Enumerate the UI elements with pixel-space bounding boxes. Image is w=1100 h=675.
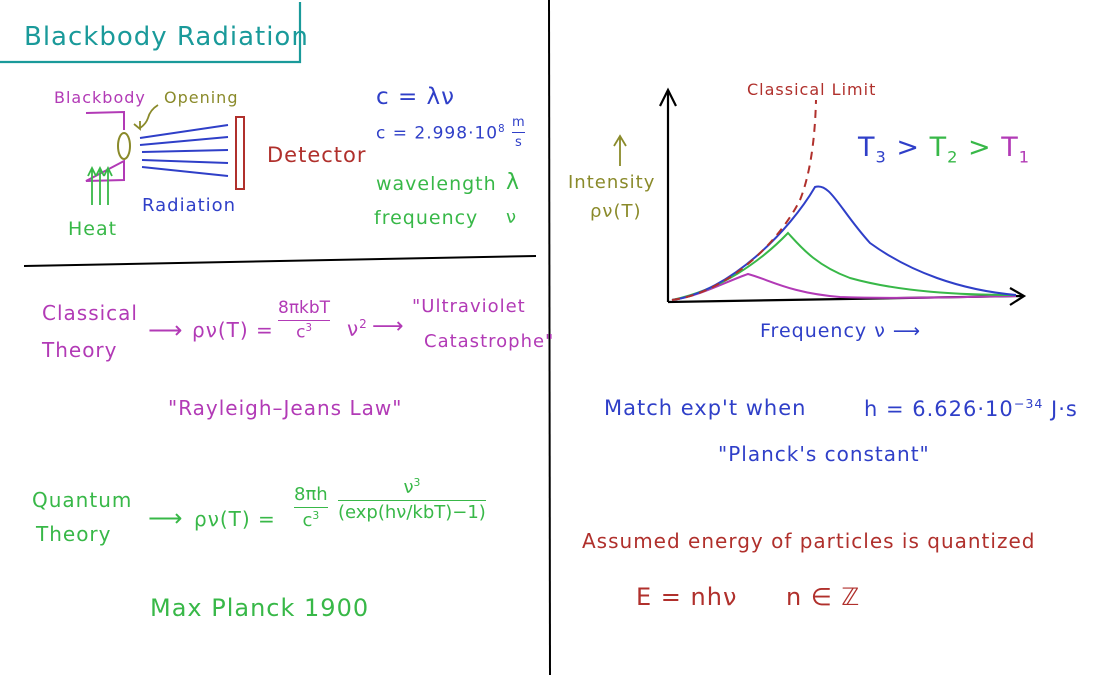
t2-subscript: 2	[947, 147, 959, 167]
quantum-fraction-1: 8πh c3	[294, 486, 328, 530]
energy-equation: E = nhν	[636, 583, 738, 611]
vertical-divider	[548, 0, 551, 675]
wave-equation: c = λν	[376, 84, 455, 110]
spectrum-graph	[613, 87, 1027, 306]
unit-numerator: m	[512, 115, 525, 130]
frequency-label: frequency	[374, 207, 479, 229]
quantum-denominator-1-exp: 3	[312, 509, 320, 522]
t3-symbol: T	[858, 132, 876, 163]
blackbody-label: Blackbody	[54, 88, 146, 107]
quantization-statement: Assumed energy of particles is quantized	[582, 529, 1036, 553]
t1-subscript: 1	[1018, 147, 1031, 167]
quantum-arrow: ⟶	[148, 504, 184, 532]
t1-symbol: T	[1001, 132, 1019, 163]
detector-plate	[235, 116, 245, 190]
quantum-denominator-1: c3	[294, 509, 328, 531]
rayleigh-jeans-label: "Rayleigh–Jeans Law"	[168, 396, 403, 420]
unit-denominator: s	[514, 135, 522, 150]
y-axis-arrowhead	[659, 87, 677, 107]
wavelength-symbol: λ	[506, 170, 521, 195]
quantum-numerator-1: 8πh	[294, 484, 328, 505]
quantum-denominator-1-base: c	[302, 510, 313, 531]
classical-factor-base: ν	[347, 316, 360, 341]
catastrophe-label: Catastrophe"	[424, 331, 555, 352]
classical-arrow: ⟶	[148, 316, 184, 344]
quantum-denominator-2: (exp(hν/kbT)−1)	[338, 502, 486, 523]
speed-of-light: c = 2.998·108	[376, 123, 506, 144]
radiation-label: Radiation	[142, 195, 237, 216]
planck-value-exponent: −34	[1013, 396, 1044, 411]
curve-t2	[671, 231, 1017, 301]
heat-arrows	[87, 165, 113, 205]
planck-constant-value: h = 6.626·10−34 J·s	[864, 396, 1078, 421]
speed-of-light-value: c = 2.998·10	[376, 123, 499, 144]
detector-label: Detector	[267, 143, 367, 167]
title-frame	[0, 2, 302, 64]
horizontal-divider	[23, 255, 537, 267]
y-axis-symbol: ρν(T)	[590, 201, 642, 222]
x-axis-label: Frequency ν ⟶	[760, 320, 922, 342]
frequency-symbol: ν	[506, 207, 518, 228]
y-axis-label: Intensity	[568, 172, 656, 193]
classical-factor-exp: 2	[359, 317, 368, 331]
opening-ellipse	[117, 132, 131, 160]
heat-label: Heat	[68, 218, 118, 240]
curve-t3	[671, 185, 1017, 301]
quantum-lhs: ρν(T) =	[194, 507, 276, 531]
quantum-numerator-2-base: ν	[403, 477, 414, 498]
x-axis-arrowhead	[1009, 287, 1027, 306]
curve-t1	[671, 272, 1017, 301]
quantum-fraction-2: ν3 (exp(hν/kbT)−1)	[338, 476, 486, 523]
quantum-label-2: Theory	[36, 522, 112, 546]
classical-numerator: 8πkbT	[278, 298, 331, 318]
classical-factor: ν2	[347, 318, 368, 339]
classical-label-1: Classical	[42, 301, 138, 325]
t3-subscript: 3	[875, 147, 887, 167]
temperature-order: T3 > T2 > T1	[858, 134, 1030, 166]
classical-limit-label: Classical Limit	[747, 80, 877, 99]
speed-of-light-exponent: 8	[498, 124, 506, 135]
planck-constant-name: "Planck's constant"	[718, 442, 930, 466]
gt-sign-1: >	[896, 132, 921, 163]
opening-pointer-arrow	[133, 104, 159, 131]
classical-denominator-base: c	[296, 322, 306, 343]
classical-label-2: Theory	[42, 338, 118, 362]
planck-value-prefix: h = 6.626·10	[864, 397, 1014, 421]
quantum-numerator-2: ν3	[338, 476, 486, 498]
curve-classical-limit	[671, 99, 817, 301]
n-domain: n ∈ ℤ	[786, 583, 861, 611]
opening-label: Opening	[164, 88, 239, 107]
match-experiment-text: Match exp't when	[604, 396, 807, 420]
speed-of-light-unit: m s	[512, 116, 525, 149]
intensity-up-arrow	[613, 134, 627, 166]
t2-symbol: T	[929, 132, 948, 163]
classical-fraction: 8πkbT c3	[278, 298, 331, 343]
classical-lhs: ρν(T) =	[192, 318, 274, 342]
radiation-lines	[139, 124, 229, 177]
gt-sign-2: >	[968, 132, 992, 163]
ultraviolet-label: "Ultraviolet	[412, 296, 526, 317]
max-planck-label: Max Planck 1900	[150, 594, 370, 622]
page-title: Blackbody Radiation	[24, 22, 309, 52]
quantum-label-1: Quantum	[32, 488, 133, 512]
planck-unit: J·s	[1051, 397, 1078, 421]
quantum-numerator-2-exp: 3	[413, 476, 421, 489]
classical-arrow-2: ⟶	[372, 314, 405, 339]
classical-denominator-exp: 3	[305, 323, 312, 334]
wavelength-label: wavelength	[376, 173, 497, 195]
blackbody-box	[85, 110, 125, 182]
classical-denominator: c3	[278, 322, 330, 343]
